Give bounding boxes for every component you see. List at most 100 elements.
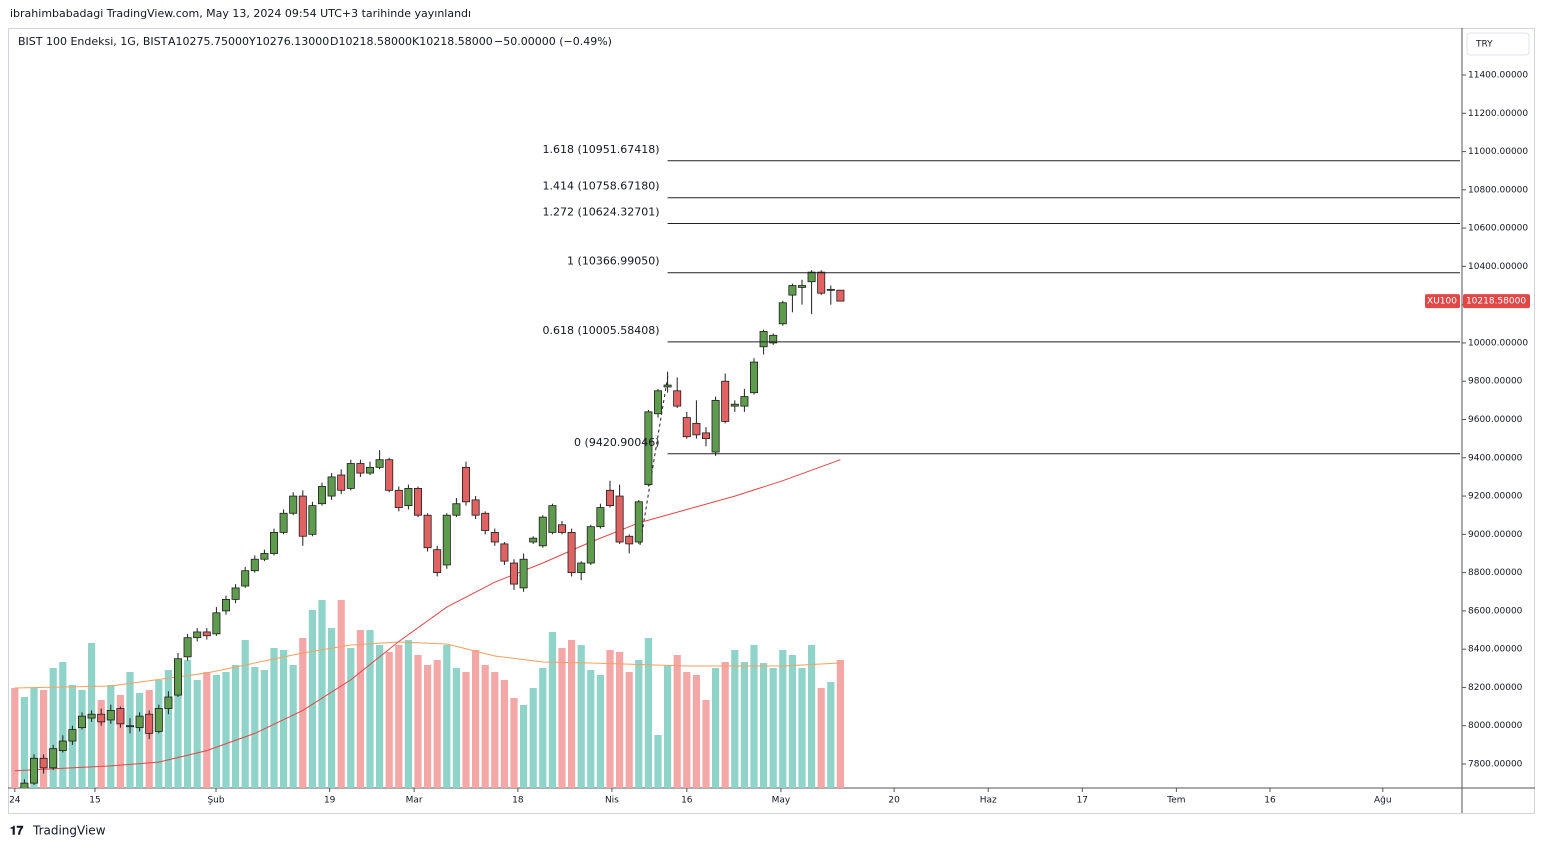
x-tick-label: Haz (980, 796, 997, 806)
y-tick-label: 8200.00000 (1468, 683, 1523, 693)
y-tick-label: 11000.00000 (1468, 147, 1528, 157)
volume-bar (30, 688, 38, 788)
candle-body (404, 488, 413, 507)
currency-box[interactable] (1466, 32, 1530, 56)
candle-body (106, 710, 115, 721)
volume-bar (404, 640, 412, 788)
volume-bar (539, 668, 547, 788)
candle-body (759, 331, 768, 348)
volume-bar (808, 645, 816, 788)
candle-body (356, 463, 365, 474)
y-tick-label: 8800.00000 (1468, 568, 1523, 578)
volume-bar (356, 630, 364, 788)
x-tick-label: May (772, 796, 791, 806)
candle-body (461, 466, 470, 503)
volume-bar (376, 645, 384, 788)
candle-body (346, 463, 355, 489)
volume-bar (164, 670, 172, 788)
volume-bar (107, 685, 115, 788)
candle-body (615, 495, 624, 543)
x-tick-label: 20 (888, 796, 900, 806)
candle-body (221, 599, 230, 612)
candle-body (692, 422, 701, 436)
candle-body (135, 715, 144, 729)
fib-label: 1.414 (10758.67180) (543, 180, 660, 193)
volume-bar (644, 638, 652, 788)
candle-body (769, 334, 778, 344)
candle-body (97, 713, 106, 723)
volume-bar (798, 668, 806, 788)
y-tick-label: 9400.00000 (1468, 453, 1523, 463)
candle-body (337, 474, 346, 491)
volume-bar (779, 650, 787, 788)
volume-bar (280, 650, 288, 788)
candle-body (241, 570, 250, 587)
y-tick-label: 8000.00000 (1468, 721, 1523, 731)
volume-bar (49, 668, 57, 788)
candle-body (711, 399, 720, 453)
candle-body (279, 512, 288, 533)
candle-body (673, 390, 682, 407)
volume-average-line (14, 641, 841, 689)
candle-body (788, 285, 797, 296)
candle-body (702, 432, 711, 440)
volume-bar (769, 668, 777, 788)
volume-bar (577, 645, 585, 788)
fib-label: 1 (10366.99050) (567, 255, 660, 268)
volume-bar (174, 678, 182, 788)
candle-body (317, 486, 326, 505)
candle-body (548, 505, 557, 533)
candle-body (365, 466, 374, 474)
candle-body (375, 459, 384, 468)
footer-brand: TradingView (32, 824, 106, 838)
candle-body (39, 757, 48, 769)
y-tick-label: 11200.00000 (1468, 109, 1528, 119)
last-price-symbol-box (1425, 294, 1460, 309)
volume-bar (11, 688, 19, 788)
volume-bar (20, 697, 28, 788)
volume-bar (270, 648, 278, 788)
y-tick-label: 7800.00000 (1468, 760, 1523, 770)
y-tick-label: 10000.00000 (1468, 338, 1528, 348)
volume-bar (433, 660, 441, 788)
candle-body (260, 553, 269, 560)
candle-body (740, 396, 749, 407)
volume-bar (78, 690, 86, 788)
x-tick-label: Nis (605, 796, 619, 806)
x-tick-label: Mar (406, 796, 423, 806)
candle-body (394, 489, 403, 508)
volume-bar (193, 680, 201, 788)
candle-body (519, 558, 528, 589)
volume-bar (347, 648, 355, 788)
candle-body (385, 459, 394, 491)
volume-bar (222, 672, 230, 788)
candle-body (193, 631, 202, 639)
ohlc-change: −50.00000 (−0.49%) (494, 35, 612, 48)
volume-bar (692, 675, 700, 788)
y-tick-label: 9600.00000 (1468, 415, 1523, 425)
volume-bar (443, 645, 451, 788)
volume-bar (452, 668, 460, 788)
volume-bar (625, 672, 633, 788)
y-tick-label: 9000.00000 (1468, 530, 1523, 540)
volume-bar (731, 650, 739, 788)
volume-bar (587, 670, 595, 788)
last-price-symbol: XU100 (1427, 297, 1457, 307)
volume-bar (606, 650, 614, 788)
candle-body (500, 543, 509, 562)
y-tick-label: 9800.00000 (1468, 377, 1523, 387)
candle-body (58, 740, 67, 752)
volume-bar (683, 672, 691, 788)
candle-body (298, 495, 307, 537)
candle-body (750, 361, 759, 394)
candle-body (442, 514, 451, 566)
volume-bar (712, 668, 720, 788)
volume-bar (740, 662, 748, 788)
y-tick-label: 11400.00000 (1468, 71, 1528, 81)
candle-body (481, 512, 490, 531)
candle-body (644, 411, 653, 485)
volume-bar (596, 675, 604, 788)
symbol: BIST 100 Endeksi, 1G, BIST (18, 35, 168, 48)
volume-bar (750, 645, 758, 788)
candle-body (183, 637, 192, 658)
